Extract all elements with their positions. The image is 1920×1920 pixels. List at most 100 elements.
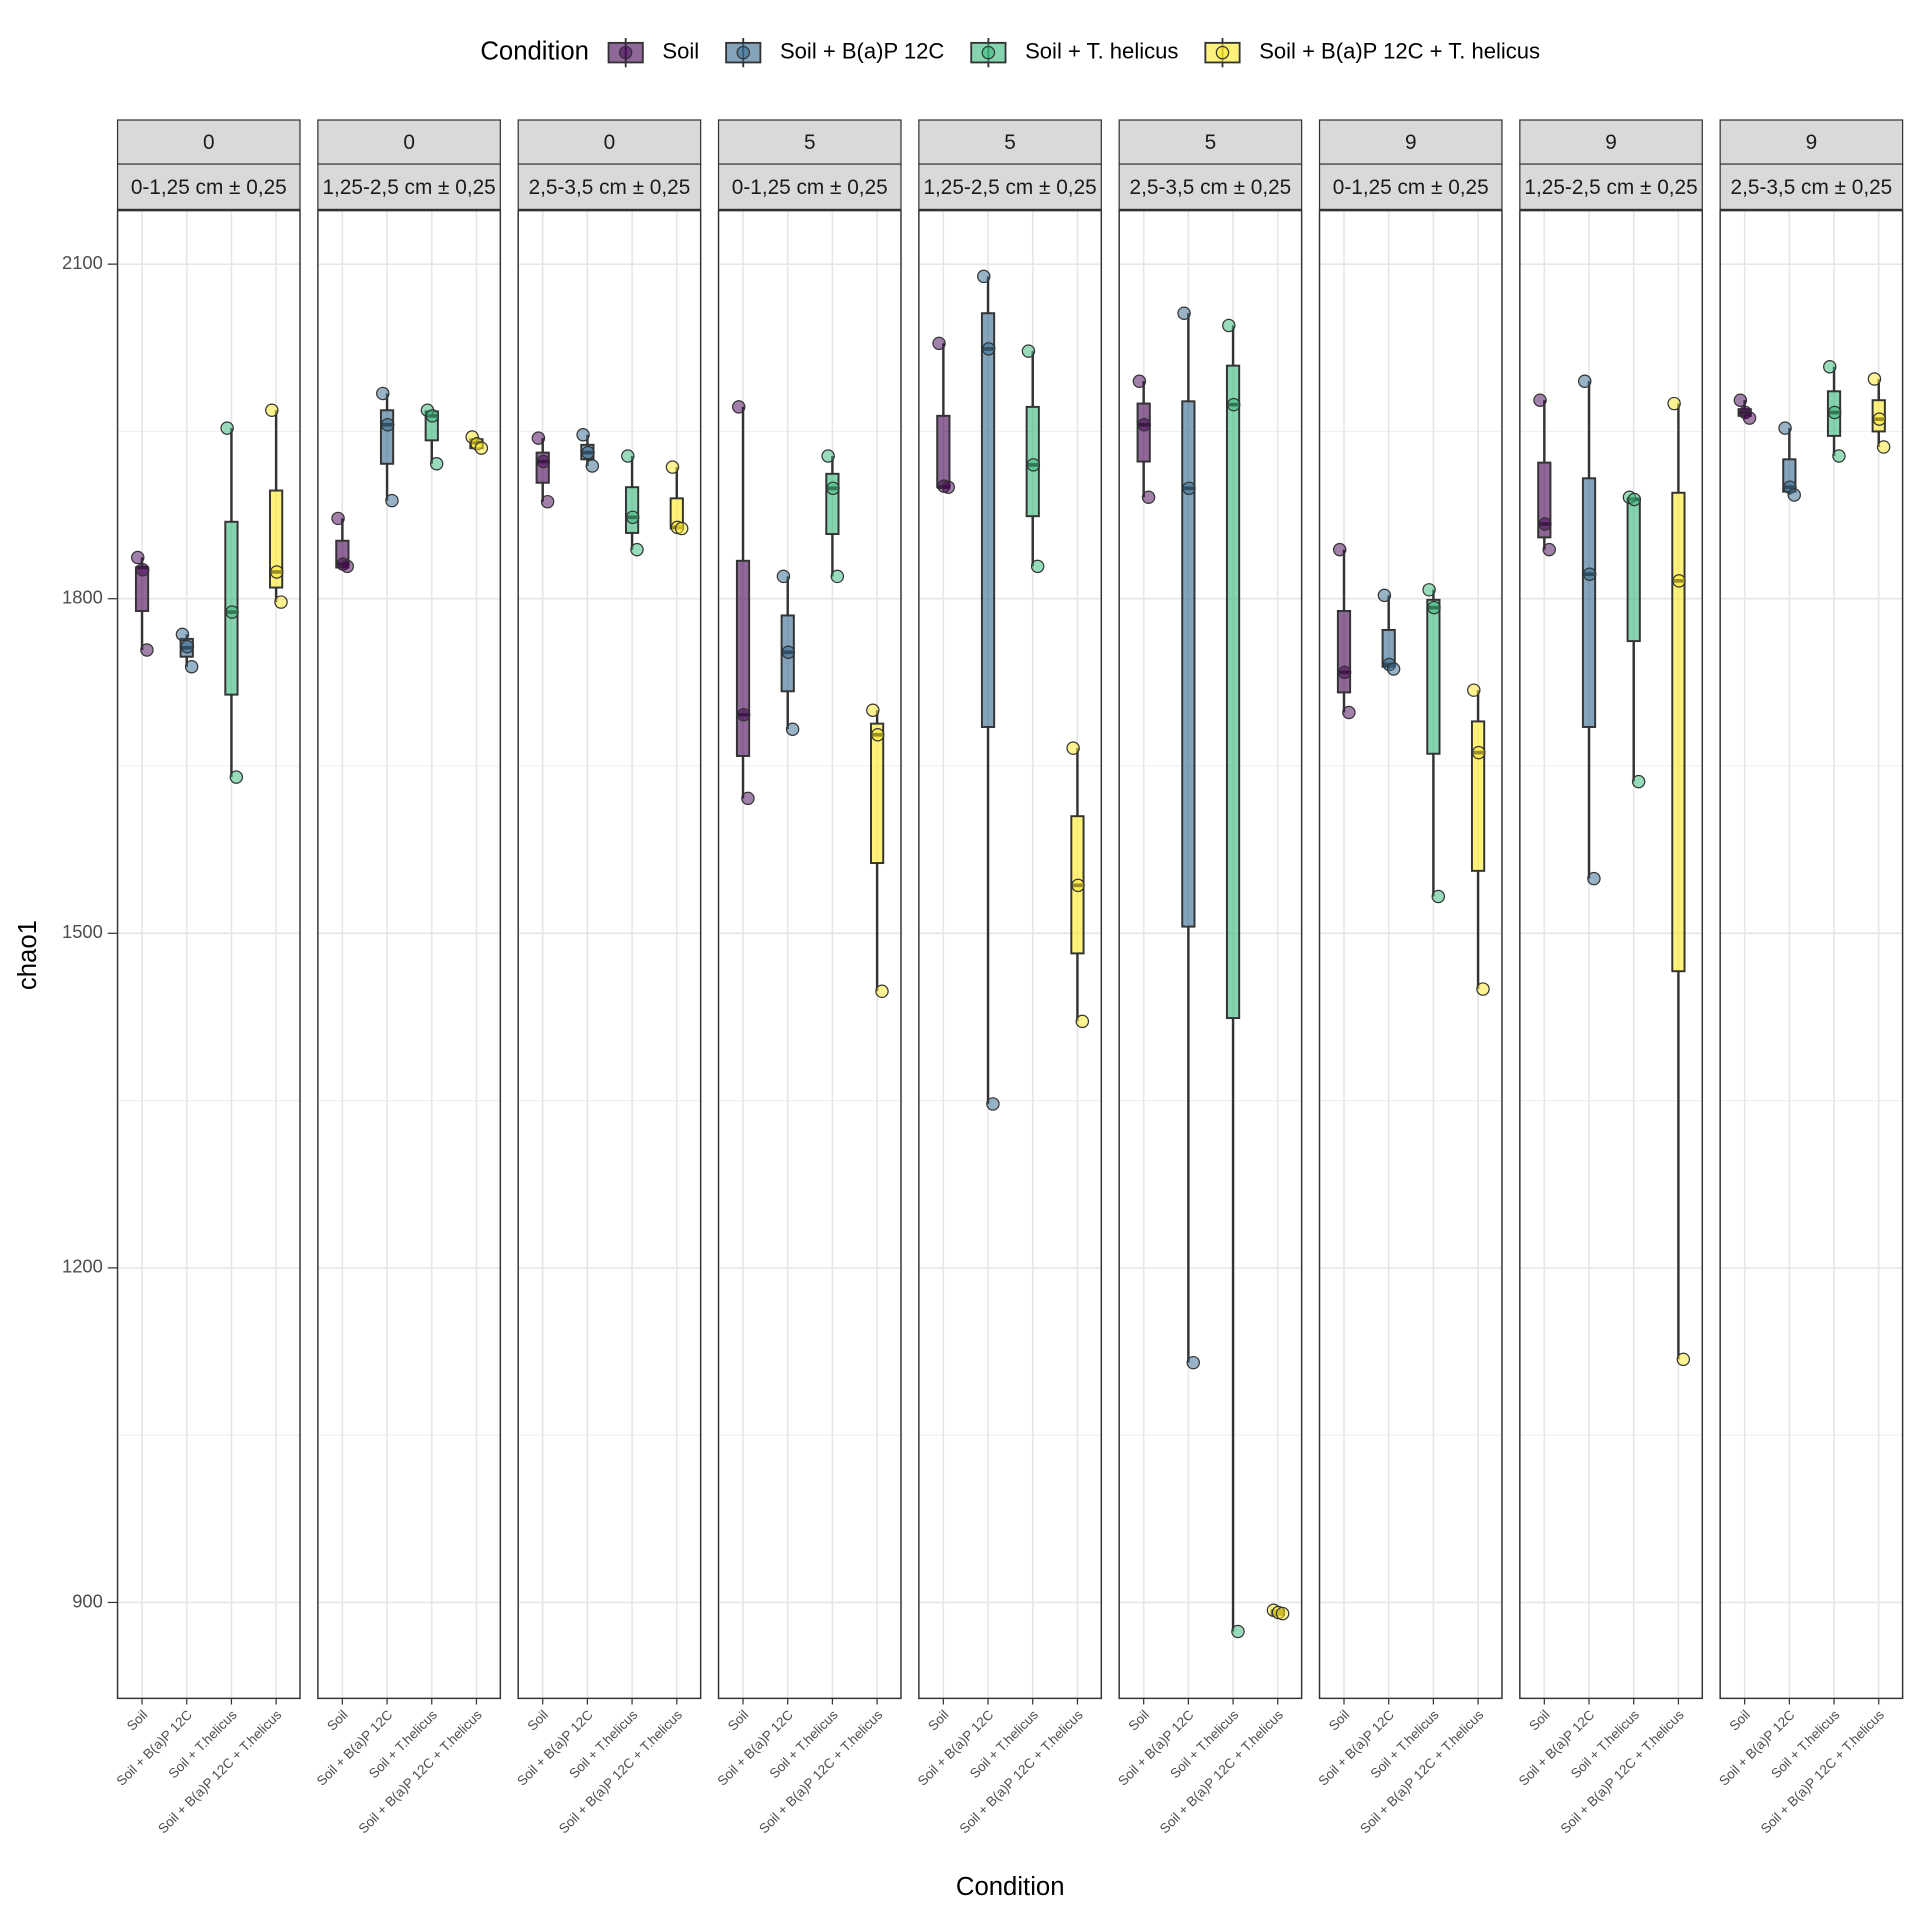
- strip-bg: [918, 163, 1102, 210]
- data-point: [1627, 492, 1642, 507]
- panel-border: [1519, 209, 1704, 1700]
- data-point: [1342, 705, 1356, 720]
- data-point: [1030, 559, 1045, 574]
- data-point: [425, 409, 440, 423]
- data-point: [1275, 1606, 1290, 1621]
- data-point: [1231, 1624, 1245, 1639]
- data-point: [184, 660, 199, 674]
- data-point: [1075, 1014, 1090, 1029]
- data-point: [1823, 360, 1837, 374]
- data-point: [270, 565, 284, 579]
- strip-bg: [1318, 163, 1503, 210]
- strip-bg: [116, 163, 301, 210]
- data-point: [1872, 412, 1887, 426]
- data-point: [1787, 488, 1801, 502]
- data-point: [581, 445, 595, 460]
- strip-bg: [517, 119, 702, 165]
- data-point: [220, 421, 234, 435]
- data-point: [274, 595, 288, 609]
- box: [624, 486, 640, 534]
- data-point: [229, 770, 244, 784]
- box: [1671, 491, 1686, 973]
- strip-bg: [717, 163, 902, 210]
- data-point: [385, 493, 399, 508]
- data-point: [741, 791, 755, 806]
- data-point: [1427, 600, 1441, 615]
- data-point: [736, 707, 751, 722]
- data-point: [376, 386, 390, 401]
- strip-label: 0-1,25 cm ± 0,25: [732, 176, 888, 199]
- data-point: [225, 605, 239, 619]
- box: [980, 312, 996, 728]
- data-point: [870, 728, 885, 742]
- x-axis-title: Condition: [956, 1873, 1065, 1901]
- legend-label: Soil + B(a)P 12C: [780, 38, 944, 63]
- data-point: [785, 722, 800, 736]
- data-point: [630, 542, 644, 557]
- legend-label: Soil + T. helicus: [1025, 38, 1178, 63]
- strip-bg: [1519, 163, 1703, 210]
- legend-item: Soil: [607, 37, 699, 68]
- y-axis-title: chao1: [14, 920, 42, 990]
- data-point: [866, 703, 880, 717]
- data-point: [665, 460, 680, 474]
- data-point: [1422, 583, 1436, 597]
- data-point: [821, 449, 835, 463]
- strip-label: 5: [804, 131, 816, 154]
- strip-label: 0: [203, 131, 215, 154]
- box: [1470, 720, 1486, 872]
- data-point: [1141, 490, 1156, 504]
- box: [936, 414, 951, 489]
- data-point: [429, 457, 444, 471]
- data-point: [781, 645, 796, 659]
- legend: Condition Soil Soil + B(a)P 12C Soil + T. h…: [480, 37, 1540, 68]
- strip-label: 5: [1004, 131, 1016, 154]
- data-point: [731, 400, 746, 414]
- data-point: [941, 480, 955, 494]
- y-tick-label: 1800: [62, 587, 103, 608]
- strip-bg: [517, 163, 702, 210]
- data-point: [1431, 889, 1446, 904]
- box: [869, 722, 885, 865]
- data-point: [625, 510, 640, 525]
- strip-bg: [1519, 119, 1703, 165]
- box: [269, 489, 284, 589]
- strip-label: 1,25-2,5 cm ± 0,25: [322, 176, 495, 199]
- data-point: [621, 449, 635, 463]
- data-point: [1733, 393, 1748, 407]
- data-point: [776, 569, 791, 584]
- strip-bg: [1719, 163, 1904, 210]
- data-point: [140, 643, 154, 657]
- box: [735, 559, 751, 757]
- data-point: [265, 403, 279, 417]
- data-point: [1137, 418, 1152, 432]
- x-tick-label: Soil: [925, 1707, 951, 1733]
- data-point: [981, 342, 996, 356]
- panel-border: [317, 209, 502, 1700]
- data-point: [531, 431, 546, 445]
- data-point: [1377, 588, 1392, 603]
- panel-border: [1318, 209, 1503, 1700]
- strip-label: 0-1,25 cm ± 0,25: [131, 176, 287, 199]
- data-point: [986, 1097, 1000, 1111]
- data-point: [1026, 458, 1041, 472]
- strip-bg: [116, 119, 301, 165]
- data-point: [1021, 344, 1036, 358]
- panel-border: [1118, 209, 1303, 1700]
- data-point: [1876, 440, 1891, 454]
- data-point: [1337, 665, 1352, 680]
- data-point: [1471, 745, 1486, 760]
- data-point: [1832, 449, 1846, 463]
- data-point: [826, 481, 840, 496]
- panel-border: [1719, 209, 1904, 1700]
- strip-label: 2,5-3,5 cm ± 0,25: [529, 176, 691, 199]
- strip-label: 2,5-3,5 cm ± 0,25: [1130, 176, 1292, 199]
- data-point: [1672, 574, 1686, 588]
- x-tick-label: Soil + B(a)P 12C: [514, 1707, 596, 1789]
